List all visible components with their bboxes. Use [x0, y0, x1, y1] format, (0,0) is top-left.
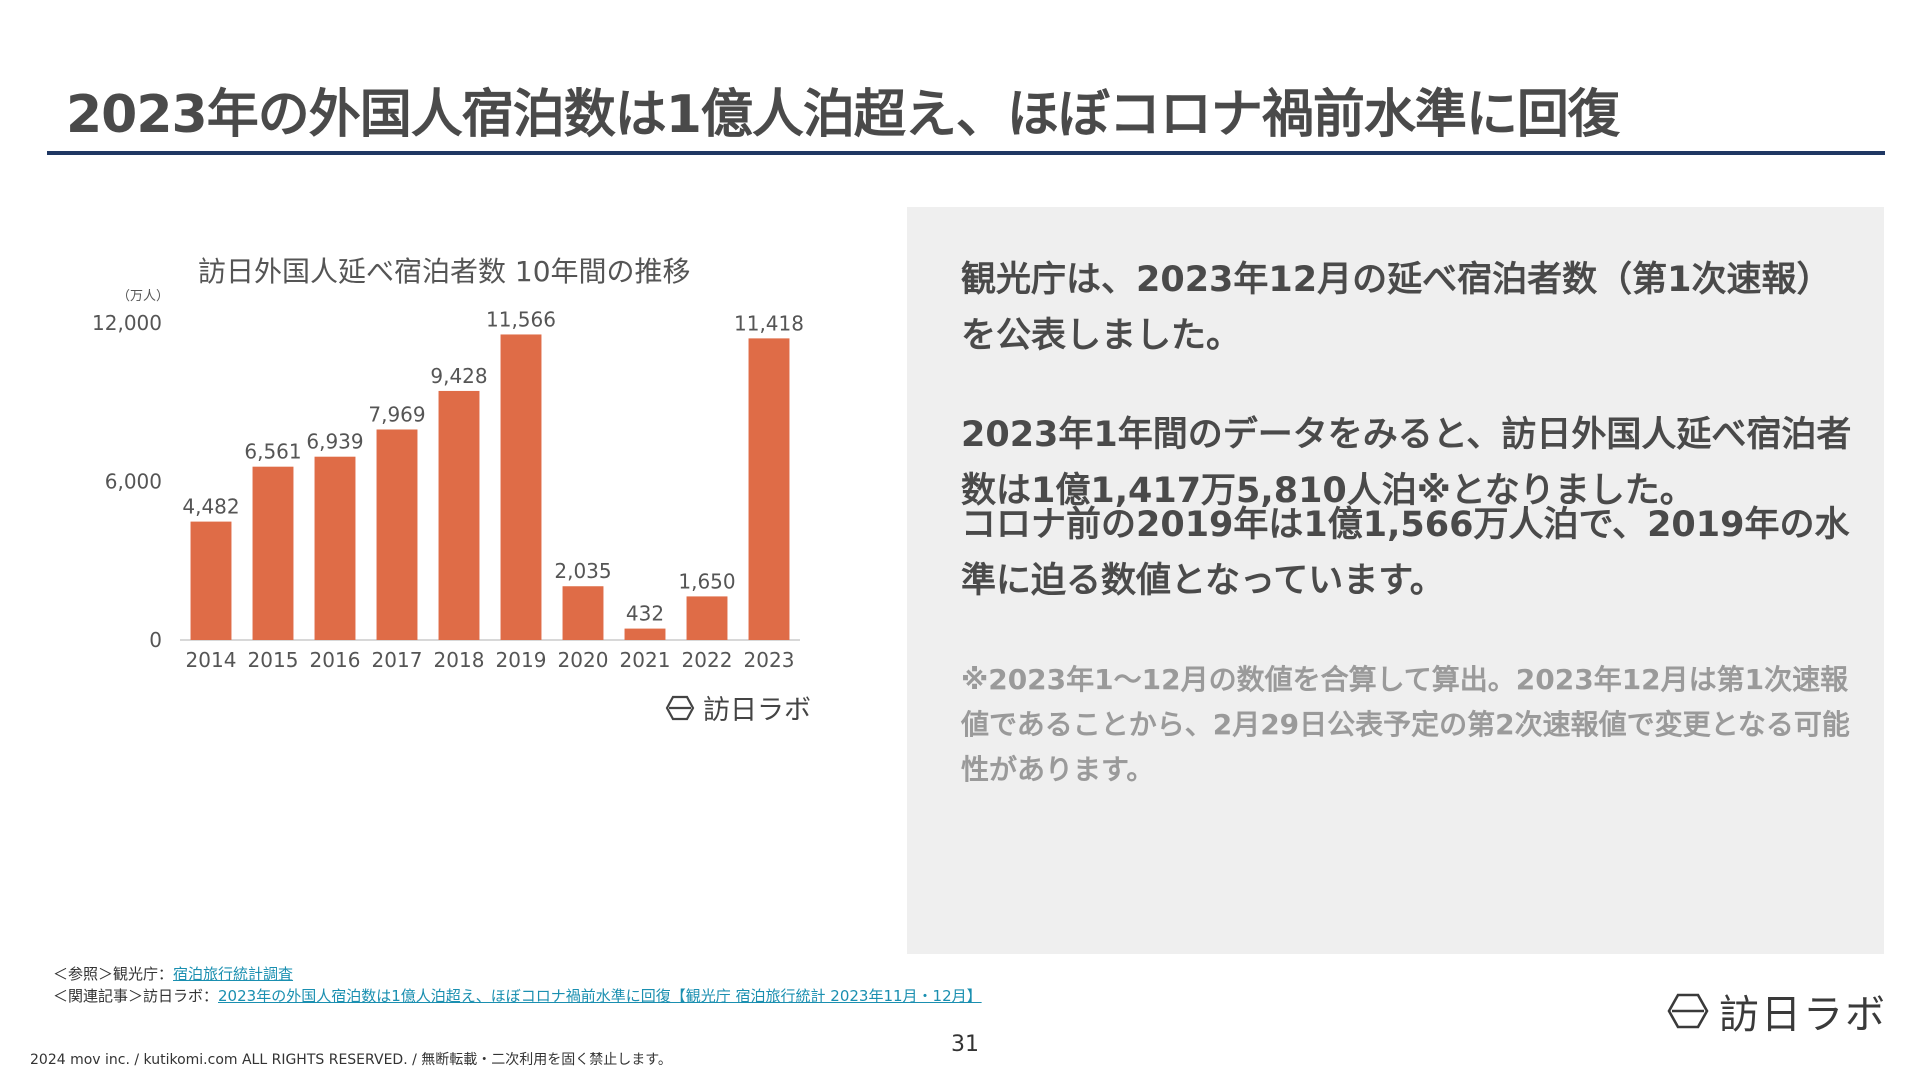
bar-2017 [376, 429, 418, 640]
data-label: 11,418 [734, 311, 804, 335]
bar-2016 [314, 456, 356, 640]
title-divider [47, 151, 1885, 155]
bar-2014 [190, 521, 232, 640]
data-label: 2,035 [554, 559, 611, 583]
page-number: 31 [951, 1032, 979, 1057]
bar-2019 [500, 334, 542, 640]
bar-2021 [624, 628, 666, 640]
bar-2018 [438, 390, 480, 640]
hexagon-logo-icon [665, 695, 695, 720]
summary-paragraph-3: コロナ前の2019年は1億1,566万人泊で、2019年の水準に迫る数値となって… [961, 505, 1850, 601]
data-label: 11,566 [486, 307, 556, 331]
summary-paragraph-2: 2023年1年間のデータをみると、訪日外国人延べ宿泊者数は1億1,417万5,8… [961, 415, 1852, 511]
x-tick-label: 2017 [372, 648, 423, 672]
summary-paragraph-1: 観光庁は、2023年12月の延べ宿泊者数（第1次速報）を公表しました。 [961, 260, 1832, 356]
data-label: 4,482 [182, 495, 239, 519]
chart-logo: 訪日ラボ [665, 688, 811, 727]
x-tick-label: 2020 [558, 648, 609, 672]
y-tick-label: 6,000 [105, 470, 162, 494]
y-tick-label: 12,000 [92, 311, 162, 335]
bar-2023 [748, 338, 790, 640]
x-tick-label: 2014 [186, 648, 237, 672]
x-tick-label: 2022 [682, 648, 733, 672]
reference-1-link[interactable]: 宿泊旅行統計調査 [173, 965, 294, 983]
data-label: 7,969 [368, 402, 425, 426]
hexagon-logo-icon [1667, 993, 1709, 1029]
reference-2-link[interactable]: 2023年の外国人宿泊数は1億人泊超え、ほぼコロナ禍前水準に回復【観光庁 宿泊旅… [218, 987, 982, 1005]
data-label: 6,939 [306, 430, 363, 454]
references: ＜参照＞観光庁：宿泊旅行統計調査 ＜関連記事＞訪日ラボ：2023年の外国人宿泊数… [53, 963, 982, 1007]
summary-footnote: ※2023年1～12月の数値を合算して算出。2023年12月は第1次速報値である… [961, 663, 1850, 786]
chart-logo-text: 訪日ラボ [703, 695, 811, 726]
brand-text: 訪日ラボ [1719, 992, 1887, 1038]
data-label: 432 [626, 602, 664, 626]
summary-panel: 観光庁は、2023年12月の延べ宿泊者数（第1次速報）を公表しました。 2023… [907, 207, 1884, 954]
reference-1-prefix: ＜参照＞観光庁： [53, 965, 174, 983]
copyright-notice: 2024 mov inc. / kutikomi.com ALL RIGHTS … [30, 1052, 672, 1068]
bar-2015 [252, 466, 294, 640]
x-tick-label: 2019 [496, 648, 547, 672]
bar-2020 [562, 586, 604, 640]
x-tick-label: 2021 [620, 648, 671, 672]
x-tick-label: 2018 [434, 648, 485, 672]
bar-2022 [686, 596, 728, 640]
brand-logo: 訪日ラボ [1667, 982, 1887, 1040]
slide-title: 2023年の外国人宿泊数は1億人泊超え、ほぼコロナ禍前水準に回復 [66, 85, 1620, 145]
bar-chart: （万人） 0 6,000 12,000 4,482 2014 6,561 2015 6,939 2… [92, 289, 804, 672]
reference-2-prefix: ＜関連記事＞訪日ラボ： [53, 987, 219, 1005]
reference-1: ＜参照＞観光庁：宿泊旅行統計調査 [53, 963, 982, 985]
reference-2: ＜関連記事＞訪日ラボ：2023年の外国人宿泊数は1億人泊超え、ほぼコロナ禍前水準… [53, 985, 982, 1007]
chart-title: 訪日外国人延べ宿泊者数 10年間の推移 [198, 255, 691, 288]
data-label: 9,428 [430, 364, 487, 388]
data-label: 1,650 [678, 569, 735, 593]
x-tick-label: 2015 [248, 648, 299, 672]
y-axis-unit-label: （万人） [117, 289, 169, 304]
x-tick-label: 2023 [744, 648, 795, 672]
x-tick-label: 2016 [310, 648, 361, 672]
data-label: 6,561 [244, 440, 301, 464]
y-tick-label: 0 [149, 628, 162, 652]
